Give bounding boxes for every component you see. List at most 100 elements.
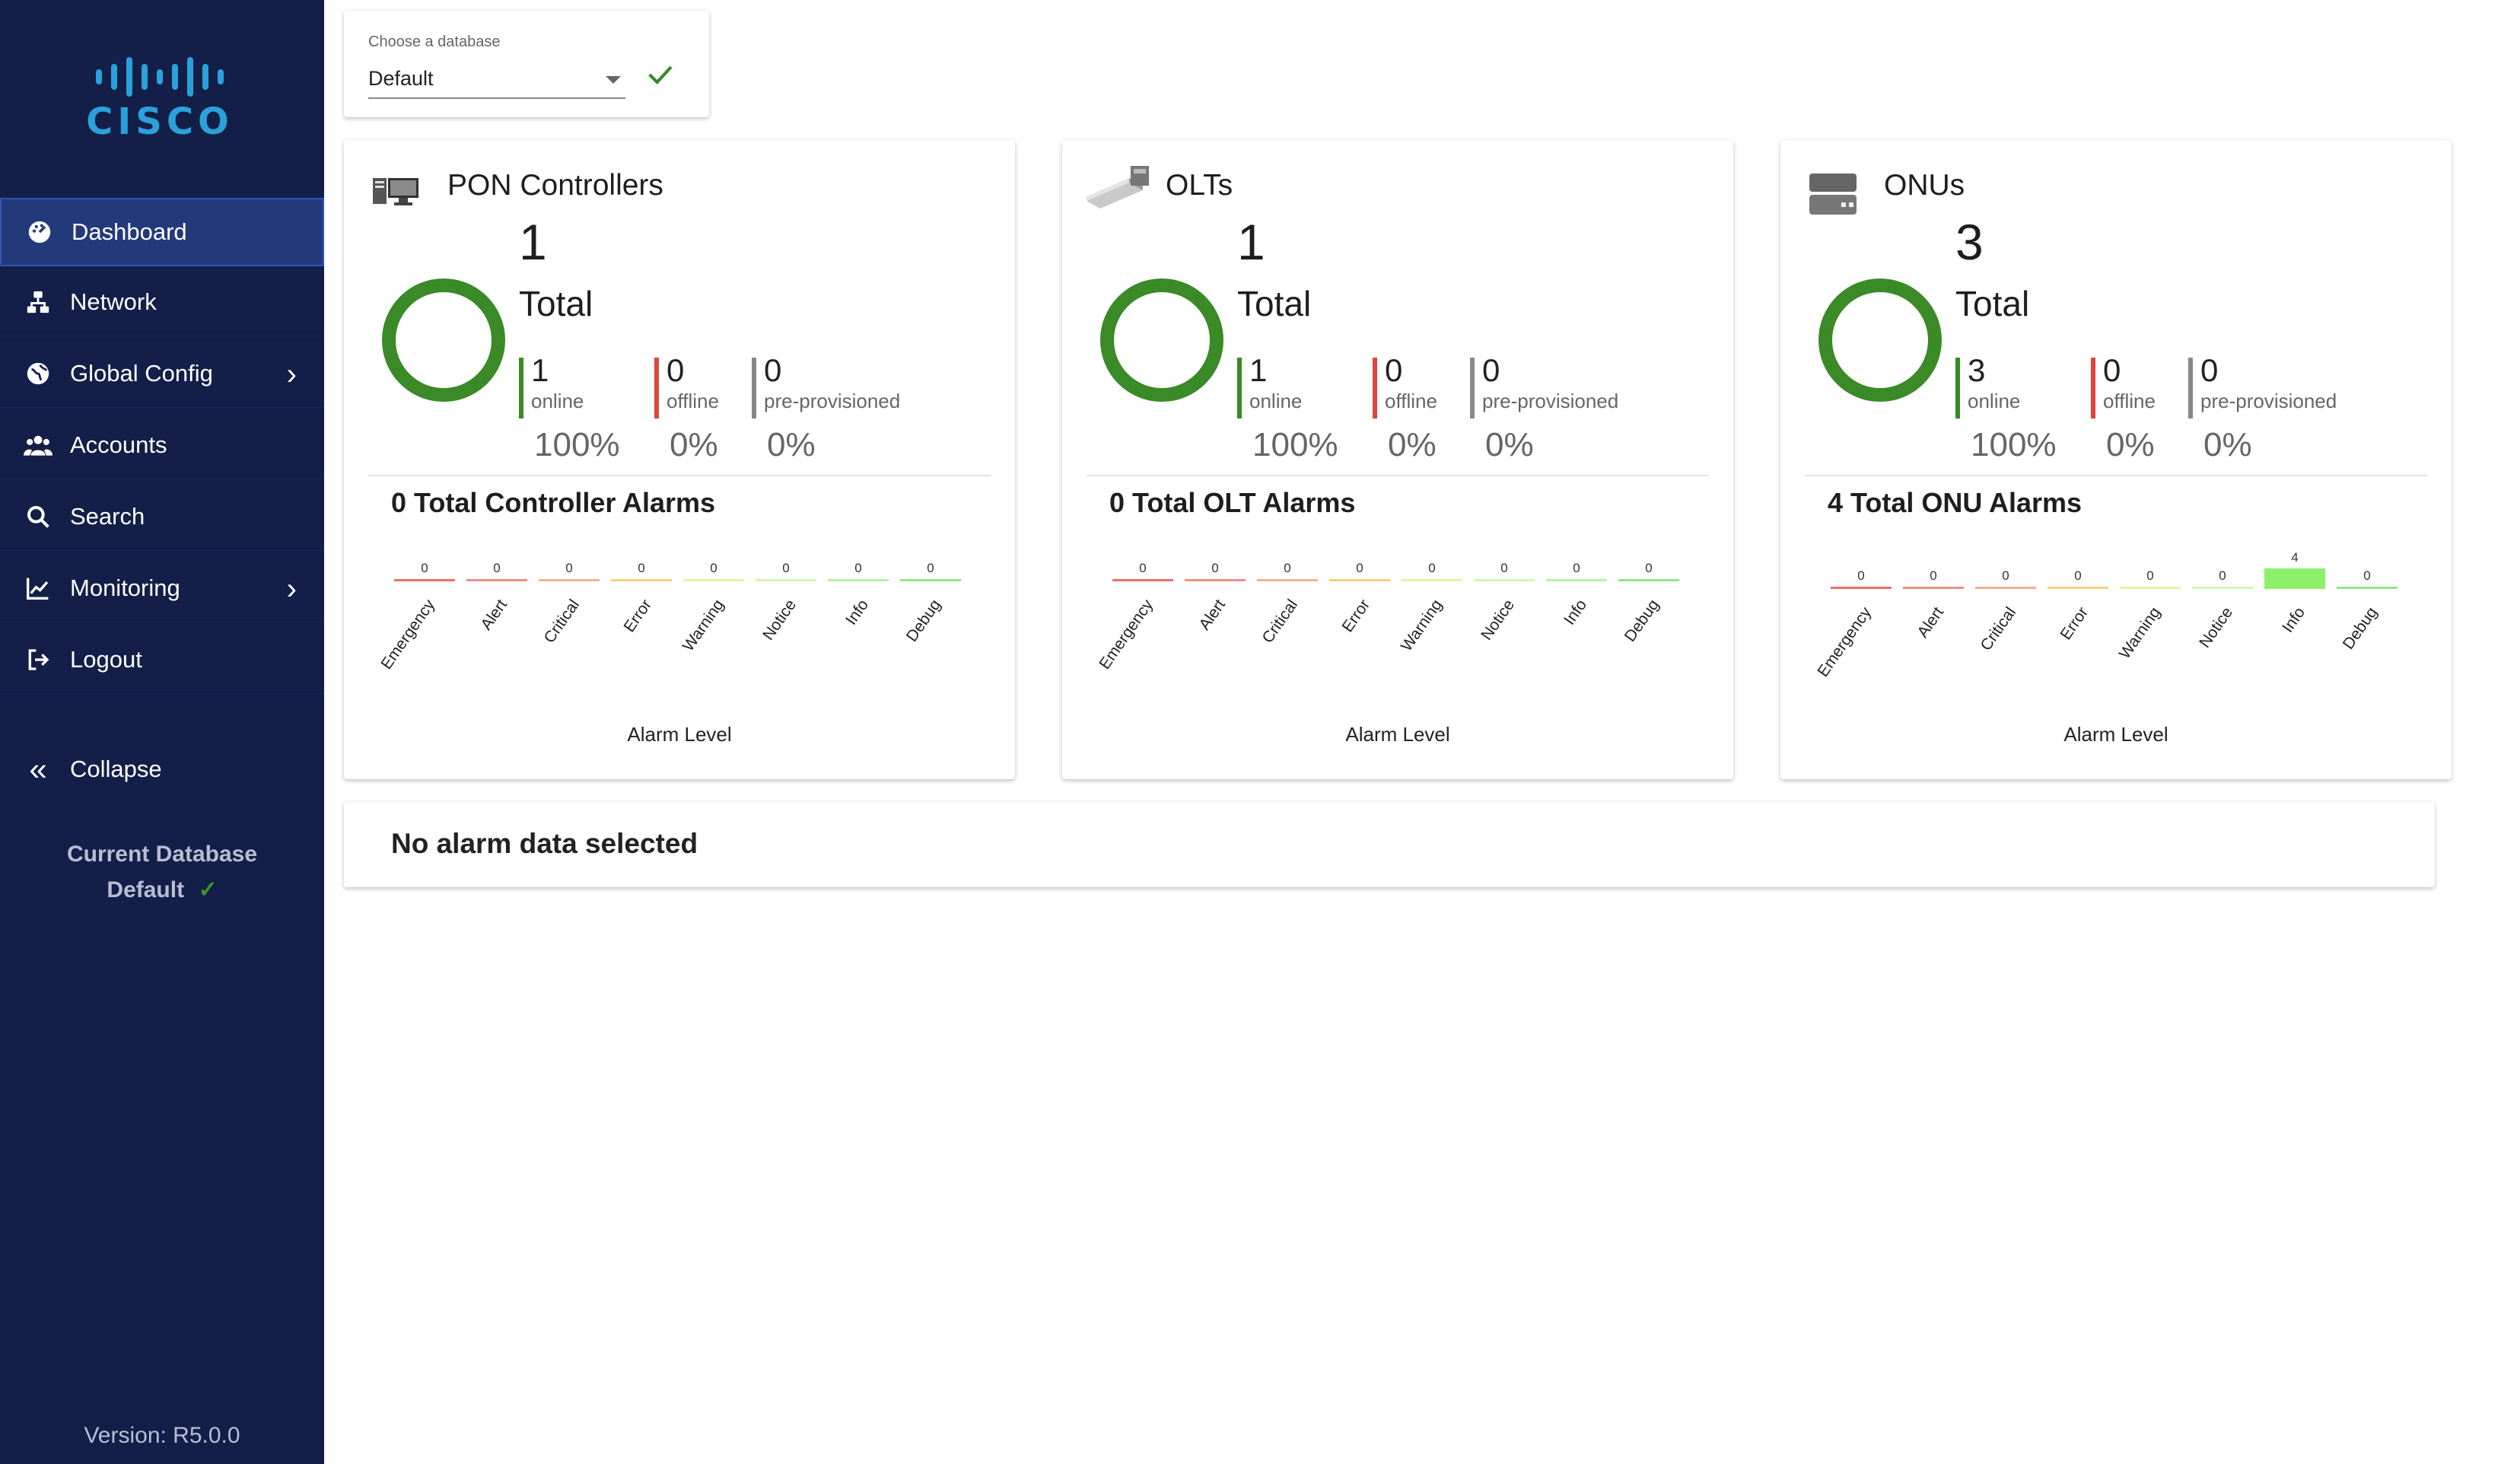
online-stat: 1 online (1237, 353, 1302, 419)
sidebar-item-monitoring[interactable]: Monitoring › (0, 554, 324, 622)
data-label: 0 (1857, 568, 1864, 583)
bar-error[interactable] (1329, 579, 1390, 581)
data-label: 0 (2363, 568, 2370, 583)
bar-debug[interactable] (1618, 579, 1679, 581)
preprovisioned-stat: 0 pre-provisioned (752, 353, 900, 419)
alarm-bar-chart: 0 Emergency 0 Alert 0 Critical 0 Error 0 Warning 0… (377, 561, 961, 673)
sidebar-item-network[interactable]: Network (0, 268, 324, 336)
sidebar-item-accounts[interactable]: Accounts (0, 411, 324, 479)
bar-critical[interactable] (1257, 579, 1318, 581)
data-label: 0 (1573, 561, 1580, 575)
data-label: 0 (2146, 568, 2153, 583)
search-icon (23, 501, 53, 532)
online-count: 1 (531, 352, 549, 388)
offline-percent: 0% (670, 426, 718, 463)
tick-label: Emergency (377, 596, 438, 673)
online-stat: 3 online (1955, 353, 2020, 419)
preprovisioned-label: pre-provisioned (1482, 390, 1619, 412)
database-select[interactable]: Default (368, 59, 625, 99)
tick-label: Info (1561, 597, 1590, 629)
collapse-button[interactable]: « Collapse (0, 735, 324, 804)
bar-critical[interactable] (1975, 587, 2036, 589)
online-stat: 1 online (519, 353, 584, 419)
tick-label: Error (1338, 597, 1373, 635)
tick-label: Notice (2196, 604, 2236, 651)
online-percent: 100% (1252, 426, 1338, 463)
bar-error[interactable] (2048, 587, 2108, 589)
offline-stat: 0 offline (1373, 353, 1437, 419)
data-label: 0 (421, 561, 428, 575)
alarm-bar-chart: 0 Emergency 0 Alert 0 Critical 0 Error 0 Warning 0… (1096, 561, 1679, 673)
online-label: online (531, 390, 584, 412)
check-icon[interactable] (644, 59, 675, 94)
x-axis-title: Alarm Level (2063, 723, 2168, 746)
sidebar-item-search[interactable]: Search (0, 482, 324, 551)
bar-info[interactable] (828, 579, 889, 581)
data-label: 0 (2002, 568, 2009, 583)
data-label: 0 (1356, 561, 1363, 575)
online-count: 1 (1249, 352, 1268, 388)
data-label: 0 (2219, 568, 2226, 583)
offline-label: offline (1385, 390, 1437, 412)
alarm-bar-chart: 0 Emergency 0 Alert 0 Critical 0 Error 0 Warning 0… (1814, 550, 2398, 680)
current-database-name: Default (107, 877, 185, 902)
offline-percent: 0% (2106, 426, 2155, 463)
preprovisioned-label: pre-provisioned (764, 390, 901, 412)
globe-icon (23, 358, 53, 389)
total-label: Total (1955, 284, 2030, 323)
bar-alert[interactable] (1185, 579, 1246, 581)
tick-label: Emergency (1814, 603, 1875, 680)
x-axis-title: Alarm Level (1345, 723, 1450, 746)
online-label: online (1249, 390, 1303, 412)
dashboard-icon (24, 217, 55, 247)
bar-debug[interactable] (900, 579, 961, 581)
preprovisioned-count: 0 (1482, 352, 1500, 388)
tick-label: Debug (2340, 604, 2381, 653)
offline-percent: 0% (1388, 426, 1437, 463)
preprovisioned-stat: 0 pre-provisioned (2188, 353, 2337, 419)
offline-count: 0 (1385, 352, 1403, 388)
bar-warning[interactable] (1402, 579, 1462, 581)
offline-count: 0 (2103, 352, 2121, 388)
bar-notice[interactable] (1474, 579, 1535, 581)
bar-warning[interactable] (683, 579, 744, 581)
bar-emergency[interactable] (394, 579, 455, 581)
data-label: 0 (854, 561, 861, 575)
bar-debug[interactable] (2337, 587, 2398, 589)
chevron-right-icon: › (286, 572, 297, 606)
bar-notice[interactable] (2192, 587, 2253, 589)
card-title: ONUs (1884, 169, 1965, 202)
sidebar-item-dashboard[interactable]: Dashboard (0, 198, 324, 266)
pon-controller-icon (373, 173, 420, 212)
bar-alert[interactable] (1903, 587, 1964, 589)
olts-card: OLTs 1 Total 1 online 0 offline 0 pre-provi… (1062, 140, 1733, 779)
bar-info[interactable] (2264, 568, 2325, 589)
tick-label: Alert (1195, 597, 1229, 634)
bar-warning[interactable] (2120, 587, 2181, 589)
chevron-right-icon: › (286, 358, 297, 391)
sidebar-item-logout[interactable]: Logout (0, 625, 324, 694)
offline-count: 0 (667, 352, 685, 388)
card-title: PON Controllers (447, 169, 663, 202)
bar-critical[interactable] (539, 579, 600, 581)
data-label: 0 (1645, 561, 1652, 575)
sidebar-item-label: Global Config (70, 359, 213, 387)
total-count: 1 (1237, 214, 1265, 270)
current-database-label: Current Database (66, 842, 258, 867)
card-title: OLTs (1166, 169, 1233, 202)
sidebar-item-global-config[interactable]: Global Config › (0, 339, 324, 408)
bar-emergency[interactable] (1831, 587, 1892, 589)
offline-label: offline (667, 390, 719, 412)
bar-notice[interactable] (756, 579, 816, 581)
network-icon (23, 287, 53, 317)
version-label: Version: R5.0.0 (84, 1423, 240, 1448)
total-label: Total (519, 284, 593, 323)
data-label: 0 (782, 561, 789, 575)
bar-info[interactable] (1546, 579, 1607, 581)
current-database-value: Default ✓ (0, 877, 324, 903)
tick-label: Critical (540, 597, 583, 647)
bar-error[interactable] (611, 579, 672, 581)
bar-alert[interactable] (466, 579, 527, 581)
data-label: 0 (493, 561, 500, 575)
bar-emergency[interactable] (1112, 579, 1173, 581)
